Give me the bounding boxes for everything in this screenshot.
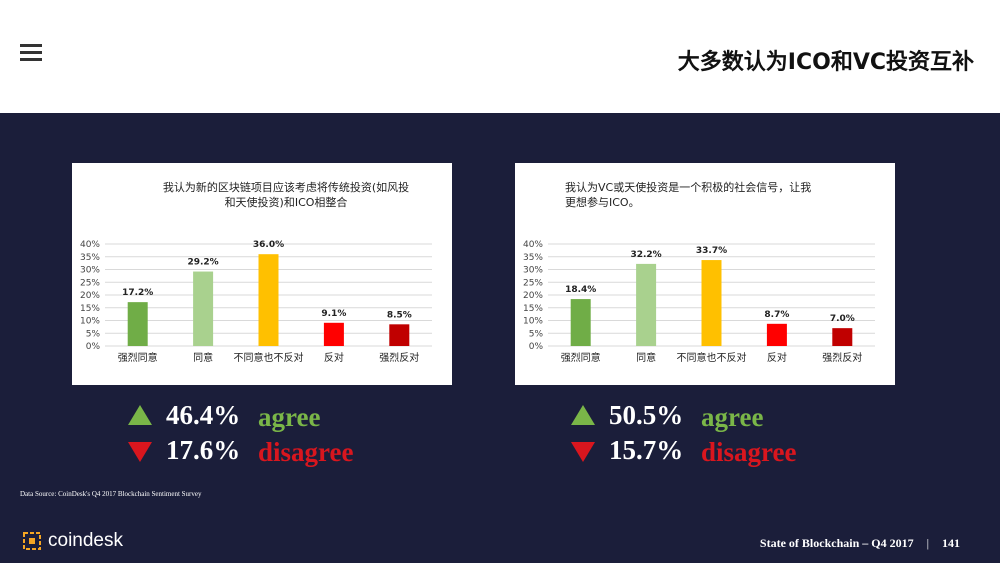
y-tick-label: 40%	[523, 240, 543, 250]
bar-4	[323, 322, 344, 346]
y-tick-label: 25%	[80, 278, 100, 288]
data-label: 9.1%	[321, 309, 346, 319]
disagree-label-1: disagree	[258, 437, 354, 467]
chart-1-title: 我认为新的区块链项目应该考虑将传统投资(如风投 和天使投资)和ICO相整合	[162, 181, 410, 209]
disagree-value-1: 17.6%	[166, 435, 241, 465]
bar-5	[389, 324, 410, 346]
x-tick-label: 强烈同意	[561, 351, 601, 364]
data-label: 36.0%	[253, 240, 284, 250]
y-tick-label: 40%	[80, 240, 100, 250]
up-arrow-icon	[128, 405, 152, 425]
x-tick-label: 不同意也不反对	[677, 351, 747, 364]
data-label: 17.2%	[122, 288, 153, 298]
bar-2	[193, 271, 214, 346]
x-tick-label: 强烈反对	[822, 351, 862, 364]
chart-panel-2: 我认为VC或天使投资是一个积极的社会信号，让我 更想参与ICO。 0% 5% 10%…	[515, 163, 895, 385]
data-label: 18.4%	[565, 285, 596, 295]
disagree-label-2: disagree	[701, 437, 797, 467]
y-tick-label: 35%	[523, 253, 543, 263]
down-arrow-icon	[571, 442, 595, 462]
bar-5	[832, 328, 853, 346]
up-arrow-icon	[571, 405, 595, 425]
y-tick-label: 30%	[80, 266, 100, 276]
coindesk-logo: coindesk	[22, 530, 123, 552]
chart-panel-1: 我认为新的区块链项目应该考虑将传统投资(如风投 和天使投资)和ICO相整合 0%…	[72, 163, 452, 385]
x-tick-label: 同意	[193, 351, 213, 364]
agree-value-2: 50.5%	[609, 400, 684, 430]
data-label: 7.0%	[830, 314, 855, 324]
y-tick-label: 20%	[80, 291, 100, 301]
bar-3	[258, 254, 279, 346]
bar-1	[570, 299, 591, 346]
page-number: 141	[942, 536, 960, 550]
y-tick-label: 15%	[523, 304, 543, 314]
down-arrow-icon	[128, 442, 152, 462]
logo-text: coindesk	[48, 530, 123, 551]
y-tick-label: 0%	[529, 342, 544, 352]
bar-chart-1: 0% 5% 10% 15% 20% 25% 30% 35% 40% 17.2% 强烈同意 29.2% 同…	[80, 240, 432, 364]
menu-icon[interactable]	[20, 44, 42, 62]
agree-label-2: agree	[701, 402, 764, 432]
bar-1	[127, 302, 148, 346]
data-label: 8.5%	[387, 310, 412, 320]
bar-chart-2: 0% 5% 10% 15% 20% 25% 30% 35% 40% 18.4% 强烈同意 32.2% 同…	[523, 240, 875, 364]
y-tick-label: 20%	[523, 291, 543, 301]
y-tick-label: 5%	[529, 329, 544, 339]
bar-4	[766, 323, 787, 346]
chart-2-title: 我认为VC或天使投资是一个积极的社会信号，让我 更想参与ICO。	[565, 181, 812, 209]
bar-2	[636, 263, 657, 346]
footer: State of Blockchain – Q4 2017 | 141	[760, 536, 960, 551]
x-tick-label: 强烈同意	[118, 351, 158, 364]
slide-title: 大多数认为ICO和VC投资互补	[677, 50, 974, 75]
data-label: 29.2%	[187, 258, 218, 268]
header-bar: 大多数认为ICO和VC投资互补	[0, 0, 1000, 113]
x-tick-label: 不同意也不反对	[234, 351, 304, 364]
y-tick-label: 10%	[80, 317, 100, 327]
disagree-value-2: 15.7%	[609, 435, 684, 465]
data-label: 33.7%	[696, 246, 727, 256]
agree-label-1: agree	[258, 402, 321, 432]
data-label: 8.7%	[764, 310, 789, 320]
bar-3	[701, 260, 722, 346]
coindesk-logo-icon	[23, 532, 41, 550]
x-tick-label: 强烈反对	[379, 351, 419, 364]
y-tick-label: 25%	[523, 278, 543, 288]
data-label: 32.2%	[630, 250, 661, 260]
footer-separator: |	[926, 536, 929, 550]
x-tick-label: 反对	[767, 351, 787, 364]
data-source: Data Source: CoinDesk's Q4 2017 Blockcha…	[20, 490, 202, 498]
y-tick-label: 15%	[80, 304, 100, 314]
agree-value-1: 46.4%	[166, 400, 241, 430]
x-tick-label: 同意	[636, 351, 656, 364]
y-tick-label: 35%	[80, 253, 100, 263]
y-tick-label: 0%	[86, 342, 101, 352]
y-tick-label: 10%	[523, 317, 543, 327]
y-tick-label: 5%	[86, 329, 101, 339]
y-tick-label: 30%	[523, 266, 543, 276]
x-tick-label: 反对	[324, 351, 344, 364]
footer-label: State of Blockchain – Q4 2017	[759, 536, 914, 550]
